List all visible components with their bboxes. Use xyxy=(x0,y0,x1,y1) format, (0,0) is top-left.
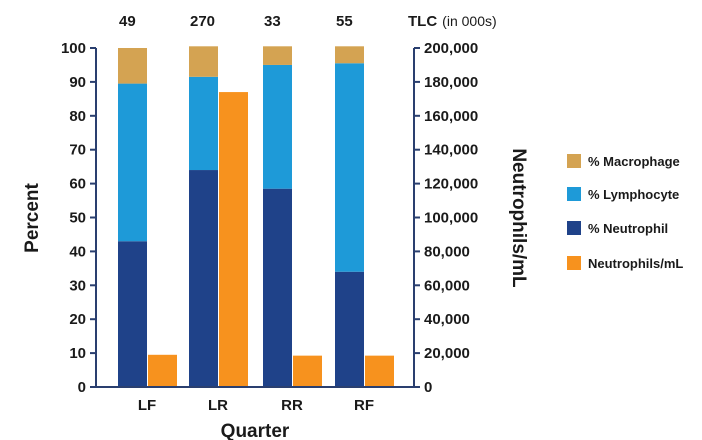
y-tick-label-left: 0 xyxy=(78,379,86,396)
tlc-axis-title: TLC xyxy=(408,13,437,30)
y-tick-label-right: 180,000 xyxy=(424,74,478,91)
legend-swatch xyxy=(567,221,581,235)
legend: % Macrophage % Lymphocyte % Neutrophil Neut… xyxy=(567,154,683,271)
bar-lf-neutrophils-per-ml xyxy=(148,354,177,387)
tlc-value: 270 xyxy=(190,13,215,30)
x-tick-label: RF xyxy=(354,397,374,414)
axes-layer xyxy=(90,47,420,388)
x-tick-label: LF xyxy=(138,397,156,414)
x-tick-label: LR xyxy=(208,397,228,414)
bars-layer xyxy=(118,46,394,387)
bar-rf-lymphocyte xyxy=(335,63,364,272)
legend-label: % Macrophage xyxy=(588,154,680,169)
y-tick-label-left: 50 xyxy=(69,210,86,227)
x-tick-label: RR xyxy=(281,397,303,414)
tlc-axis-unit: (in 000s) xyxy=(442,13,496,29)
y-tick-label-left: 20 xyxy=(69,311,86,328)
y-tick-label-left: 90 xyxy=(69,74,86,91)
bar-lr-macrophage xyxy=(189,46,218,77)
y-tick-label-right: 140,000 xyxy=(424,142,478,159)
tlc-value: 55 xyxy=(336,13,353,30)
bar-lf-macrophage xyxy=(118,48,147,84)
x-axis-title: Quarter xyxy=(221,421,290,440)
y-tick-label-left: 70 xyxy=(69,142,86,159)
tlc-axis-label: TLC (in 000s) xyxy=(408,13,497,30)
bar-lr-lymphocyte xyxy=(189,76,218,171)
bar-rr-lymphocyte xyxy=(263,64,292,189)
tlc-value: 33 xyxy=(264,13,281,30)
tlc-value: 49 xyxy=(119,13,136,30)
y-tick-label-right: 60,000 xyxy=(424,277,470,294)
y-tick-label-right: 40,000 xyxy=(424,311,470,328)
bar-rf-neutrophils-per-ml xyxy=(365,355,394,387)
legend-swatch xyxy=(567,187,581,201)
bar-lr-neutrophils-per-ml xyxy=(219,92,248,387)
y-tick-label-right: 200,000 xyxy=(424,40,478,57)
y-tick-label-right: 20,000 xyxy=(424,345,470,362)
legend-label: Neutrophils/mL xyxy=(588,256,683,271)
y-tick-label-right: 80,000 xyxy=(424,243,470,260)
bar-lr-neutrophil xyxy=(189,170,218,387)
legend-swatch xyxy=(567,154,581,168)
legend-label: % Neutrophil xyxy=(588,221,668,236)
y-tick-label-left: 30 xyxy=(69,277,86,294)
y-tick-label-right: 100,000 xyxy=(424,210,478,227)
bar-lf-neutrophil xyxy=(118,241,147,387)
bar-rf-neutrophil xyxy=(335,271,364,387)
legend-swatch xyxy=(567,256,581,270)
y-tick-label-right: 0 xyxy=(424,379,432,396)
y-tick-label-left: 10 xyxy=(69,345,86,362)
y-tick-label-right: 120,000 xyxy=(424,176,478,193)
legend-label: % Lymphocyte xyxy=(588,187,679,202)
y-axis-title-left: Percent xyxy=(22,182,43,252)
bar-rr-macrophage xyxy=(263,46,292,65)
bar-rf-macrophage xyxy=(335,46,364,64)
bar-lf-lymphocyte xyxy=(118,83,147,242)
y-tick-label-left: 80 xyxy=(69,108,86,125)
y-tick-label-left: 40 xyxy=(69,243,86,260)
labels-layer: 0 10 20 30 40 50 60 70 80 90 100 0 20,000 40,000 60,00… xyxy=(22,13,529,440)
y-tick-label-right: 160,000 xyxy=(424,108,478,125)
y-tick-label-left: 100 xyxy=(61,40,86,57)
bar-rr-neutrophils-per-ml xyxy=(293,355,322,387)
y-axis-title-right: Neutrophils/mL xyxy=(508,148,529,288)
bar-rr-neutrophil xyxy=(263,188,292,387)
y-tick-label-left: 60 xyxy=(69,176,86,193)
